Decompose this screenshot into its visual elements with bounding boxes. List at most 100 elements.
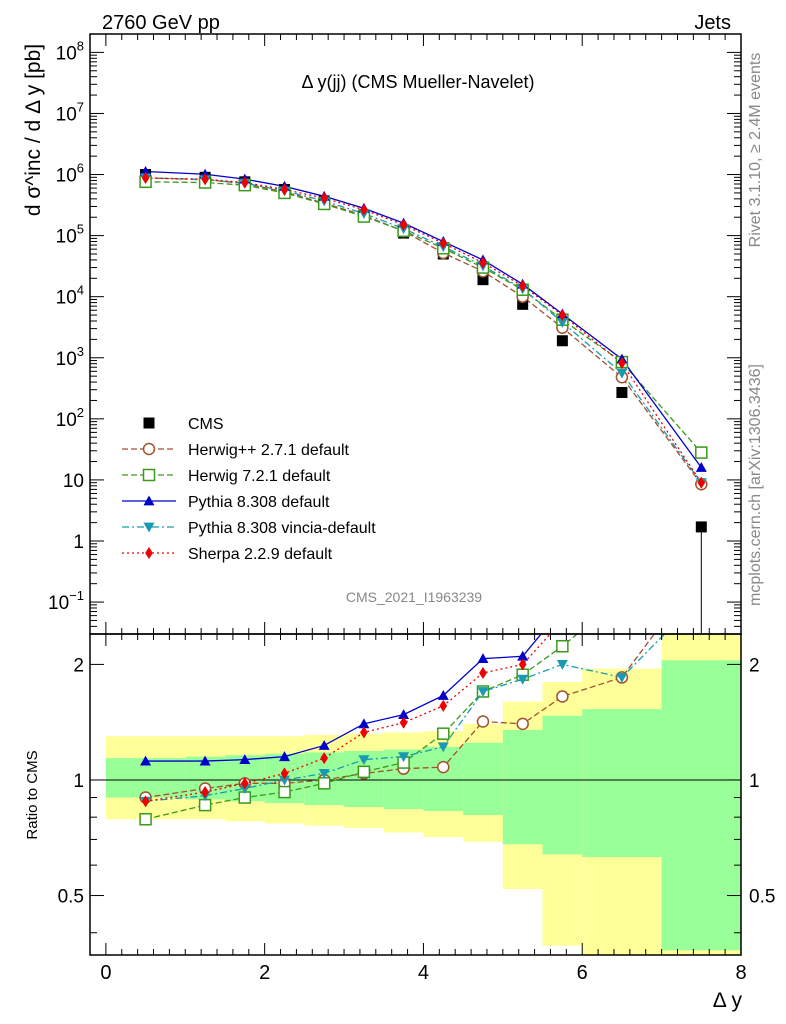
x-tick-label: 4 (418, 962, 429, 984)
upper-series-group (139, 166, 708, 634)
data-point-sherpa (280, 183, 289, 196)
ratio-point-pythia (279, 751, 291, 762)
series-line-pythia (145, 170, 702, 468)
ratio-point-pythia (437, 689, 449, 700)
ratio-point-vincia (398, 752, 410, 763)
ratio-point-sherpa (518, 658, 527, 671)
analysis-watermark: CMS_2021_I1963239 (346, 589, 482, 605)
y-tick-label-ratio: 0.5 (58, 887, 84, 908)
y-tick-label-upper: 106 (56, 161, 84, 187)
y-tick-label-ratio: 1 (73, 771, 84, 792)
ratio-point-vincia (358, 755, 370, 766)
x-tick-label: 8 (735, 962, 746, 984)
ratio-point-herwig7 (198, 798, 212, 812)
data-point-cms (477, 274, 489, 286)
ratio-point-pythia (398, 709, 410, 720)
ratio-point-herwigpp (556, 690, 569, 703)
ratio-point-vincia (318, 769, 330, 779)
ratio-point-herwig7 (357, 765, 371, 779)
ratio-point-sherpa (439, 699, 448, 712)
y-tick-label-upper: 105 (56, 222, 84, 248)
ratio-band-inner (423, 746, 464, 812)
ratio-point-sherpa (360, 726, 368, 739)
series-line-herwig7 (145, 181, 702, 454)
ratio-point-pythia (140, 755, 152, 766)
data-point-sherpa (697, 476, 706, 489)
ratio-point-herwigpp (437, 760, 450, 774)
y-axis-label-upper: d σ^inc / d Δ y [pb] (22, 44, 45, 216)
legend: CMS Herwig++ 2.7.1 default Herwig 7.2.1 de… (122, 416, 376, 563)
ratio-point-herwig7 (278, 785, 291, 799)
ratio-point-sherpa (280, 767, 289, 780)
plot-title: Δ y(jj) (CMS Mueller-Navelet) (301, 72, 534, 92)
data-point-vincia (616, 368, 628, 379)
data-point-sherpa (240, 176, 249, 189)
y-tick-label-upper: 104 (56, 283, 84, 309)
legend-marker-vincia (143, 522, 155, 533)
ratio-point-pythia (239, 754, 251, 764)
ratio-point-sherpa (201, 786, 209, 799)
ratio-band-inner (542, 715, 583, 855)
y-tick-label-upper: 107 (56, 99, 84, 125)
x-tick-label: 0 (100, 962, 111, 984)
legend-label-sherpa: Sherpa 2.2.9 default (188, 546, 333, 563)
y-tick-label-upper: 102 (56, 405, 84, 431)
ratio-point-herwigpp (476, 715, 490, 728)
legend-label-cms: CMS (188, 416, 224, 433)
data-point-sherpa (360, 203, 368, 216)
ratio-point-vincia (437, 742, 449, 753)
y-tick-label-ratio-right: 2 (749, 655, 760, 676)
ratio-point-herwig7 (437, 727, 450, 740)
y-tick-label-ratio: 2 (73, 655, 84, 676)
upper-frame (89, 33, 742, 635)
legend-label-herwigpp: Herwig++ 2.7.1 default (188, 442, 350, 459)
x-tick-label: 2 (259, 962, 270, 984)
data-point-vincia (556, 317, 568, 328)
y-tick-label-upper: 103 (56, 344, 84, 370)
series-line-sherpa (145, 177, 702, 484)
ratio-point-herwig7 (139, 813, 152, 826)
data-point-sherpa (399, 218, 408, 231)
data-point-cms (517, 298, 529, 310)
legend-label-pythia: Pythia 8.308 default (188, 494, 330, 511)
ratio-point-pythia (199, 755, 211, 766)
data-point-herwig7 (695, 446, 708, 459)
x-axis-label: Δ y (713, 989, 743, 1012)
ratio-uncertainty-bands (90, 634, 741, 955)
ratio-point-vincia (477, 687, 489, 697)
y-tick-label-ratio-right: 1 (749, 771, 760, 792)
jets-label: Jets (694, 12, 731, 34)
ratio-clip-group (139, 634, 666, 826)
ratio-point-herwig7 (317, 777, 331, 790)
axes-frames (89, 33, 742, 956)
data-point-sherpa (320, 192, 329, 205)
ratio-point-herwig7 (556, 639, 569, 653)
legend-marker-cms (143, 417, 155, 429)
legend-marker-herwig7 (142, 468, 156, 482)
y-tick-label-upper: 10 (63, 471, 84, 492)
ratio-point-vincia (556, 659, 568, 670)
data-point-sherpa (558, 309, 567, 322)
data-point-sherpa (518, 279, 527, 292)
ratio-band-inner (463, 742, 503, 816)
ratio-band-inner (502, 729, 543, 845)
x-tick-label: 6 (577, 962, 588, 984)
energy-label: 2760 GeV pp (102, 12, 220, 34)
ratio-point-herwigpp (516, 717, 529, 731)
legend-label-vincia: Pythia 8.308 vincia-default (188, 520, 376, 537)
legend-marker-pythia (143, 495, 155, 506)
ratio-point-sherpa (320, 752, 329, 765)
ratio-series-group (139, 634, 666, 826)
rivet-version-text: Rivet 3.1.10, ≥ 2.4M events (747, 53, 764, 248)
y-axis-label-ratio: Ratio to CMS (24, 750, 41, 839)
series-line-herwigpp (145, 177, 702, 485)
mcplots-source-text: mcplots.cern.ch [arXiv:1306.3436] (747, 364, 764, 606)
y-tick-label-upper: 108 (56, 38, 84, 64)
ratio-point-pythia (318, 739, 330, 750)
ratio-point-sherpa (479, 666, 487, 680)
legend-marker-sherpa (145, 546, 153, 560)
y-tick-label-upper: 10−1 (48, 588, 84, 614)
ratio-point-pythia (517, 650, 529, 661)
y-tick-label-upper: 1 (73, 532, 84, 553)
